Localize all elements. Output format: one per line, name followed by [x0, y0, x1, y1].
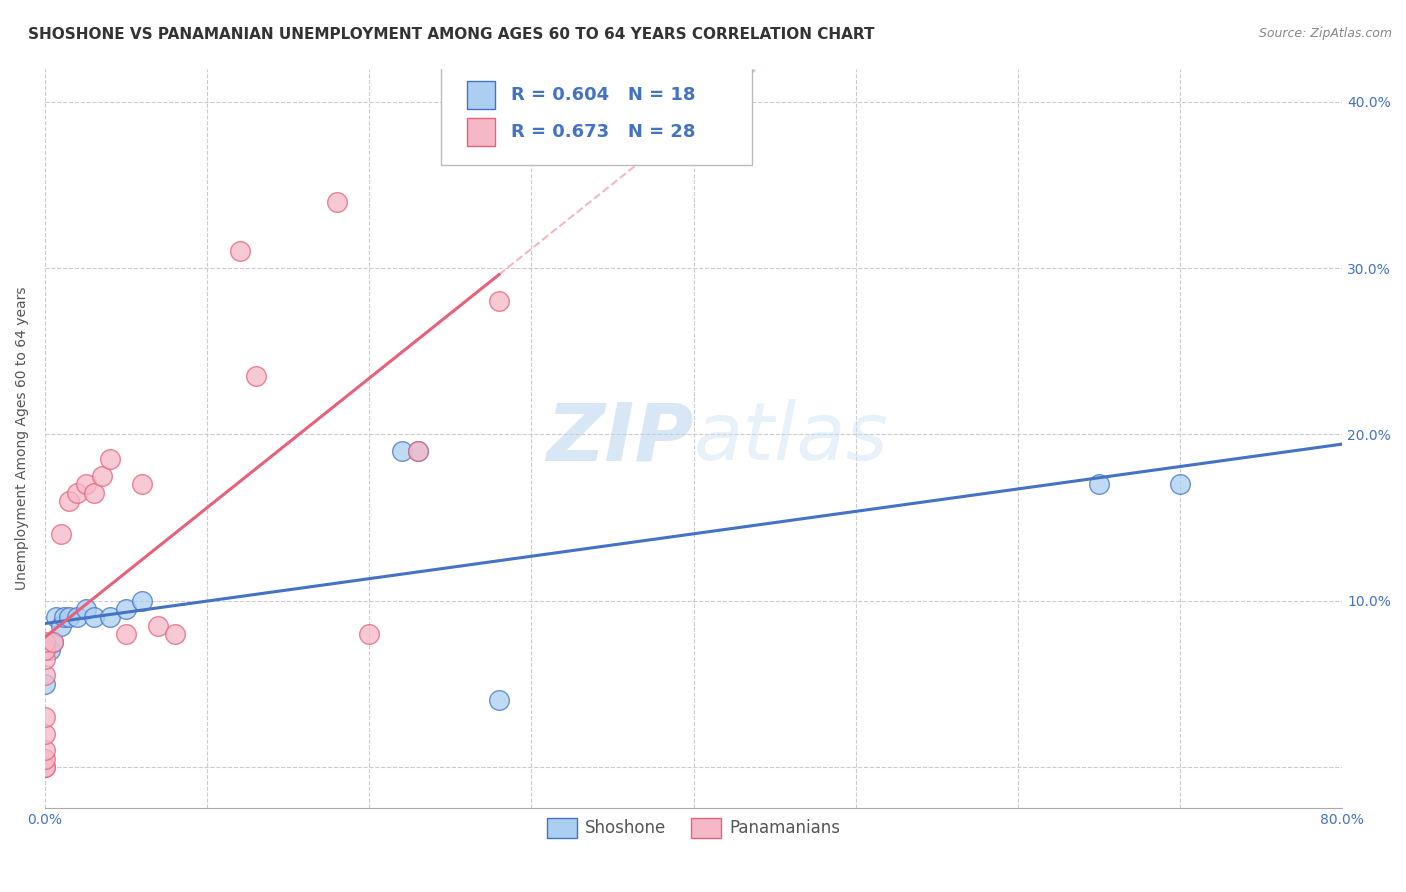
Point	[131, 477, 153, 491]
Point	[34, 668, 56, 682]
Point	[90, 469, 112, 483]
Text: atlas: atlas	[693, 400, 889, 477]
FancyBboxPatch shape	[467, 118, 495, 146]
FancyBboxPatch shape	[440, 62, 752, 165]
Text: R = 0.673   N = 28: R = 0.673 N = 28	[510, 123, 695, 141]
Point	[34, 677, 56, 691]
Point	[66, 610, 89, 624]
Point	[1168, 477, 1191, 491]
Text: Source: ZipAtlas.com: Source: ZipAtlas.com	[1258, 27, 1392, 40]
Point	[163, 627, 186, 641]
Point	[391, 444, 413, 458]
Point	[34, 760, 56, 774]
Point	[53, 610, 76, 624]
Point	[326, 194, 349, 209]
Point	[148, 618, 170, 632]
Point	[34, 743, 56, 757]
Point	[34, 726, 56, 740]
Point	[406, 444, 429, 458]
Point	[98, 452, 121, 467]
Y-axis label: Unemployment Among Ages 60 to 64 years: Unemployment Among Ages 60 to 64 years	[15, 286, 30, 591]
Point	[245, 369, 267, 384]
Legend: Shoshone, Panamanians: Shoshone, Panamanians	[540, 811, 848, 845]
Point	[34, 652, 56, 666]
Point	[488, 294, 510, 309]
Point	[115, 627, 138, 641]
Point	[42, 635, 65, 649]
Point	[34, 643, 56, 657]
Point	[83, 485, 105, 500]
Point	[115, 602, 138, 616]
Point	[34, 635, 56, 649]
Point	[131, 593, 153, 607]
Text: SHOSHONE VS PANAMANIAN UNEMPLOYMENT AMONG AGES 60 TO 64 YEARS CORRELATION CHART: SHOSHONE VS PANAMANIAN UNEMPLOYMENT AMON…	[28, 27, 875, 42]
Point	[66, 485, 89, 500]
Point	[75, 477, 97, 491]
Point	[359, 627, 381, 641]
Point	[34, 751, 56, 765]
Point	[58, 610, 80, 624]
Text: R = 0.604   N = 18: R = 0.604 N = 18	[510, 87, 695, 104]
Point	[488, 693, 510, 707]
Point	[98, 610, 121, 624]
Point	[42, 635, 65, 649]
FancyBboxPatch shape	[467, 81, 495, 109]
Point	[75, 602, 97, 616]
Point	[45, 610, 67, 624]
Text: ZIP: ZIP	[547, 400, 693, 477]
Point	[34, 710, 56, 724]
Point	[51, 527, 73, 541]
Point	[406, 444, 429, 458]
Point	[1088, 477, 1111, 491]
Point	[58, 493, 80, 508]
Point	[38, 643, 60, 657]
Point	[228, 244, 250, 259]
Point	[51, 618, 73, 632]
Point	[83, 610, 105, 624]
Point	[34, 760, 56, 774]
